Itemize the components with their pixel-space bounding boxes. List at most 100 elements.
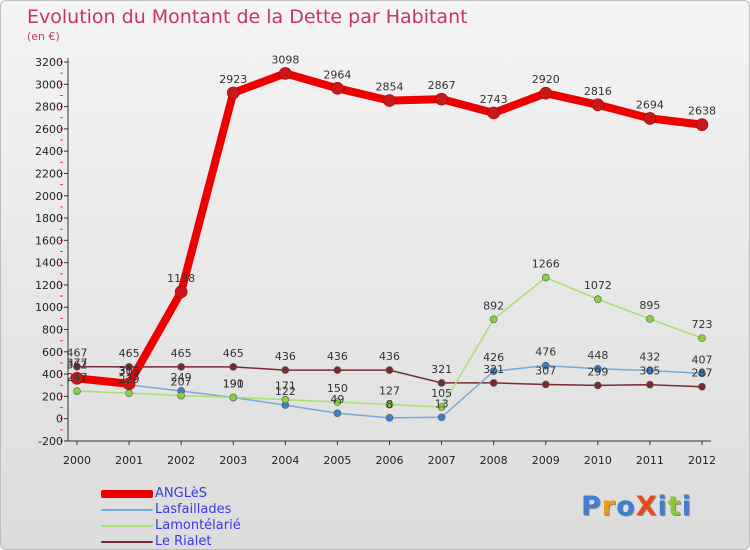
data-point xyxy=(125,363,133,371)
data-point xyxy=(541,273,550,282)
data-point xyxy=(385,366,394,374)
data-point xyxy=(591,98,605,112)
data-label: 287 xyxy=(692,367,713,380)
data-label: 436 xyxy=(327,350,348,363)
y-tick-label: 1000 xyxy=(35,301,63,314)
logo-letter: P xyxy=(581,491,602,522)
data-point xyxy=(646,366,654,375)
logo-letter: X xyxy=(635,491,658,522)
y-tick-label: 2600 xyxy=(35,123,63,136)
data-label: 49 xyxy=(330,393,344,406)
data-point xyxy=(489,315,498,324)
data-label: 2638 xyxy=(688,105,716,118)
data-labels-layer: 467 465 465 465 436 436 436 321 321 307 299 305 287 3… xyxy=(67,53,717,410)
data-label: 436 xyxy=(379,350,400,363)
x-tick-label: 2005 xyxy=(323,454,351,467)
data-label: 303 xyxy=(119,365,140,378)
data-point xyxy=(489,379,498,387)
data-label: 190 xyxy=(223,378,244,391)
y-tick-label: 0 xyxy=(56,413,63,426)
data-label: 8 xyxy=(386,398,393,411)
data-label: 313 xyxy=(119,364,140,377)
data-label: 895 xyxy=(639,299,660,312)
x-tick-label: 2010 xyxy=(584,454,612,467)
data-point xyxy=(539,86,553,100)
data-point xyxy=(489,367,498,376)
data-label: 2743 xyxy=(480,93,508,106)
legend: ANGLèS Lasfaillades Lamontélarié Le Rialet xyxy=(101,486,301,549)
legend-label: Le Rialet xyxy=(155,534,212,549)
logo-letter: i xyxy=(681,491,692,522)
data-label: 247 xyxy=(67,371,88,384)
legend-swatch xyxy=(101,525,153,527)
y-tick-label: 3200 xyxy=(35,56,63,69)
data-point xyxy=(174,285,188,299)
data-label: 892 xyxy=(483,299,504,312)
series-line-0 xyxy=(73,69,706,388)
data-label: 2923 xyxy=(219,73,247,86)
proxiti-logo: ProXiti xyxy=(581,491,692,522)
data-point xyxy=(385,400,394,409)
y-tick-label: 600 xyxy=(42,346,63,359)
y-tick-label: 2800 xyxy=(35,101,63,114)
legend-swatch xyxy=(101,509,153,511)
x-tick-label: 2008 xyxy=(480,454,508,467)
data-point xyxy=(698,334,706,342)
legend-label: Lasfaillades xyxy=(155,502,232,517)
data-label: 1138 xyxy=(167,272,195,285)
data-point xyxy=(333,398,342,406)
data-point xyxy=(695,118,709,131)
y-tick-label: 2200 xyxy=(35,167,63,180)
data-point xyxy=(331,82,344,95)
x-tick-label: 2007 xyxy=(428,454,456,467)
y-tick-label: 800 xyxy=(42,324,63,337)
data-label: 229 xyxy=(119,373,140,386)
data-point xyxy=(177,363,185,371)
data-label: 171 xyxy=(275,380,296,393)
data-label: 249 xyxy=(171,371,192,384)
data-label: 122 xyxy=(275,385,296,398)
data-label: 377 xyxy=(67,357,88,370)
data-point xyxy=(70,372,84,385)
data-point xyxy=(73,387,81,395)
data-label: 2816 xyxy=(584,85,612,98)
data-point xyxy=(487,106,500,120)
data-point xyxy=(437,379,446,387)
data-point xyxy=(73,362,81,371)
data-point xyxy=(698,382,706,391)
legend-item: ANGLèS xyxy=(101,486,301,502)
data-label: 2854 xyxy=(376,81,404,94)
data-label: 432 xyxy=(639,351,660,364)
y-tick-label: 400 xyxy=(42,368,63,381)
data-point xyxy=(698,369,706,378)
y-tick-label: 1800 xyxy=(35,212,63,225)
data-label: 407 xyxy=(692,353,713,366)
data-point xyxy=(435,92,448,106)
data-point xyxy=(643,112,657,125)
legend-label: ANGLèS xyxy=(155,486,207,501)
data-label: 307 xyxy=(535,364,556,377)
data-label: 465 xyxy=(119,347,140,360)
data-label: 362 xyxy=(67,358,88,371)
data-point xyxy=(281,366,290,374)
data-label: 467 xyxy=(67,347,88,360)
data-label: 105 xyxy=(431,387,452,400)
y-tick-label: 3000 xyxy=(35,78,63,91)
data-label: 476 xyxy=(535,346,556,359)
data-point xyxy=(646,380,654,389)
y-tick-label: -200 xyxy=(38,435,63,448)
data-label: 448 xyxy=(587,349,608,362)
x-tick-label: 2011 xyxy=(636,454,664,467)
legend-item: Le Rialet xyxy=(101,534,301,549)
x-tick-label: 2006 xyxy=(376,454,404,467)
legend-label: Lamontélarié xyxy=(155,518,241,533)
data-point xyxy=(594,381,602,390)
data-label: 1072 xyxy=(584,279,612,292)
data-label: 2920 xyxy=(532,73,560,86)
data-label: 2964 xyxy=(323,68,351,81)
data-label: 305 xyxy=(639,365,660,378)
data-point xyxy=(594,295,602,304)
x-tick-label: 2009 xyxy=(532,454,560,467)
data-point xyxy=(437,403,446,411)
